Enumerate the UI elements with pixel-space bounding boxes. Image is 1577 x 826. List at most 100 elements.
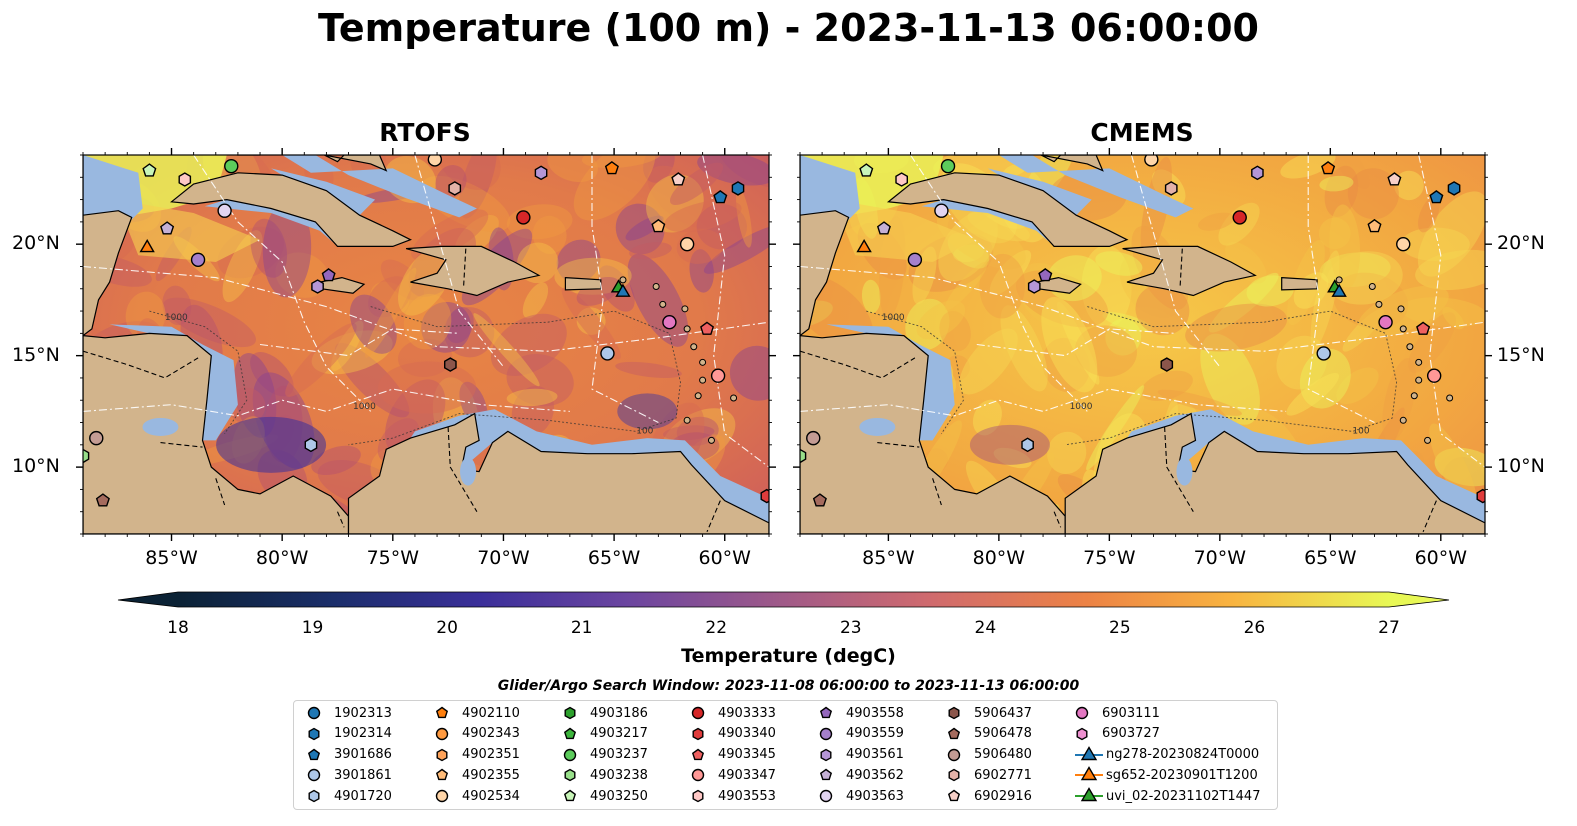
marker-sg652-20230901T1200 bbox=[856, 239, 872, 253]
legend-label: 4903186 bbox=[590, 705, 648, 721]
legend-marker-icon bbox=[691, 706, 705, 720]
lon-label-left: 80°W bbox=[255, 547, 309, 569]
lon-label-left: 75°W bbox=[366, 547, 420, 569]
legend-marker-icon bbox=[692, 789, 704, 803]
marker-3901686 bbox=[1429, 190, 1444, 204]
legend-item: 4902351 bbox=[434, 745, 520, 765]
marker-6902916 bbox=[1387, 172, 1402, 186]
marker-4903553 bbox=[178, 172, 192, 187]
legend-marker-icon bbox=[1075, 766, 1103, 781]
legend-item: 4903347 bbox=[690, 765, 776, 785]
legend-marker-icon bbox=[307, 706, 321, 720]
marker-4903347 bbox=[710, 368, 726, 383]
legend-marker-icon bbox=[947, 727, 961, 739]
legend-label: 4903563 bbox=[846, 788, 904, 804]
legend-item: 4902534 bbox=[434, 786, 520, 806]
legend-float-marker bbox=[564, 769, 576, 782]
legend-marker-icon bbox=[307, 769, 321, 782]
marker-4903561 bbox=[311, 279, 324, 294]
marker-5906478 bbox=[95, 493, 110, 507]
marker-4902534 bbox=[1144, 155, 1159, 167]
legend-label: 4902351 bbox=[462, 747, 520, 763]
marker-4903563 bbox=[934, 203, 949, 218]
legend-item: 1902314 bbox=[306, 724, 392, 744]
legend-marker-icon bbox=[435, 769, 449, 781]
legend-label: 3901686 bbox=[334, 747, 392, 763]
legend-float-marker bbox=[819, 727, 833, 740]
lon-label-right: 60°W bbox=[1414, 547, 1468, 569]
marker-6902916 bbox=[671, 172, 686, 186]
legend-label: 4903561 bbox=[846, 747, 904, 763]
legend-label: ng278-20230824T0000 bbox=[1106, 747, 1260, 763]
legend-label: 6902771 bbox=[974, 767, 1032, 783]
legend-marker-icon bbox=[819, 789, 833, 803]
legend-marker-icon bbox=[435, 706, 449, 719]
colorbar-tick-label: 26 bbox=[1243, 618, 1266, 638]
legend-float-marker bbox=[948, 769, 960, 782]
marker-4903333 bbox=[516, 210, 531, 225]
marker-4903563 bbox=[217, 203, 232, 218]
legend-float-marker bbox=[436, 748, 448, 761]
lat-label-left: 20°N bbox=[12, 232, 60, 255]
marker-4903559 bbox=[190, 252, 206, 267]
legend-marker-icon bbox=[948, 706, 960, 720]
legend-float-marker bbox=[1076, 727, 1088, 741]
legend-float-marker bbox=[308, 789, 320, 803]
marker-4902110 bbox=[1321, 161, 1336, 175]
legend-item: 4903333 bbox=[690, 703, 776, 723]
marker-4903562 bbox=[160, 221, 175, 235]
marker-4903559 bbox=[907, 252, 923, 267]
legend-label: sg652-20230901T1200 bbox=[1106, 767, 1258, 783]
legend-item: ng278-20230824T0000 bbox=[1074, 745, 1259, 765]
legend-item: uvi_02-20231102T1447 bbox=[1074, 786, 1260, 806]
legend-item: 3901686 bbox=[306, 745, 392, 765]
legend-float-marker bbox=[564, 706, 576, 720]
legend-marker-icon bbox=[692, 727, 704, 741]
legend-float-marker bbox=[435, 769, 449, 781]
colorbar-tick-label: 22 bbox=[705, 618, 728, 638]
legend-item: 4903562 bbox=[818, 765, 904, 785]
legend-marker-icon bbox=[1075, 745, 1103, 760]
marker-5906480 bbox=[806, 430, 821, 446]
panel-title-rtofs: RTOFS bbox=[379, 118, 471, 147]
legend-float-marker bbox=[307, 769, 321, 782]
marker-3901686 bbox=[713, 190, 728, 204]
colorbar-tick-label: 20 bbox=[436, 618, 458, 638]
legend-item: 1902313 bbox=[306, 703, 392, 723]
marker-4903345 bbox=[1416, 321, 1431, 335]
legend-glider-marker bbox=[1080, 766, 1098, 781]
main-title: Temperature (100 m) - 2023-11-13 06:00:0… bbox=[317, 6, 1259, 50]
legend-item: 4903345 bbox=[690, 745, 776, 765]
legend-label: 5906480 bbox=[974, 747, 1032, 763]
colorbar-extend-high bbox=[1389, 592, 1449, 607]
legend-marker-icon bbox=[563, 789, 577, 802]
legend-item: 4903553 bbox=[690, 786, 776, 806]
lon-label-left: 65°W bbox=[587, 547, 641, 569]
legend-marker-icon bbox=[564, 706, 576, 720]
contour-label: 1000 bbox=[1070, 402, 1093, 412]
lon-label-right: 65°W bbox=[1304, 547, 1357, 569]
legend-float-marker bbox=[563, 727, 577, 739]
legend-marker-icon bbox=[563, 748, 577, 761]
legend-float-marker bbox=[947, 789, 961, 802]
legend-float-marker bbox=[692, 727, 704, 741]
legend-float-marker bbox=[563, 789, 577, 802]
marker-5906480 bbox=[89, 430, 104, 446]
legend-marker-icon bbox=[564, 769, 576, 782]
lat-label-right: 10°N bbox=[1497, 455, 1545, 478]
marker-ng278-20230824T0000 bbox=[615, 283, 631, 297]
legend-float-marker bbox=[307, 706, 321, 720]
legend-label: 4903250 bbox=[590, 788, 648, 804]
marker-5906437 bbox=[444, 357, 457, 372]
legend-label: 5906478 bbox=[974, 726, 1032, 742]
legend-marker-icon bbox=[948, 769, 960, 782]
legend-float-marker bbox=[692, 789, 704, 803]
legend-float-marker bbox=[947, 727, 961, 739]
colorbar-tick-label: 21 bbox=[570, 618, 593, 638]
legend-label: 6903111 bbox=[1102, 705, 1160, 721]
marker-4902534 bbox=[427, 155, 443, 167]
legend-float-marker bbox=[691, 748, 705, 760]
marker-4903250 bbox=[859, 163, 874, 177]
legend-label: 4903237 bbox=[590, 747, 648, 763]
colorbar bbox=[178, 592, 1389, 607]
